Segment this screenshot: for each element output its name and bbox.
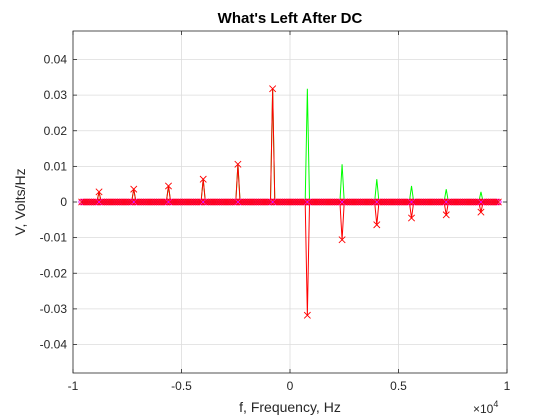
- imaginary-marker: [234, 160, 242, 168]
- imaginary-marker: [91, 198, 99, 206]
- y-axis-label: V, Volts/Hz: [12, 168, 28, 235]
- y-tick-label: -0.04: [40, 338, 68, 352]
- imaginary-marker: [95, 188, 103, 196]
- x-tick-label: -1: [68, 379, 79, 393]
- y-tick-label: 0: [60, 195, 67, 209]
- x-exponent-label: ×104: [473, 399, 498, 416]
- x-exponent-power: 4: [493, 399, 498, 409]
- imaginary-marker: [299, 198, 307, 206]
- imaginary-marker: [403, 198, 411, 206]
- axis-ticks: -1 -0.5 0 0.5 1 -0.04 -0.03 -0.02 -0.01 0 0.01 0.02…: [40, 31, 511, 393]
- y-tick-label: -0.01: [40, 231, 68, 245]
- imaginary-marker: [492, 198, 500, 206]
- imaginary-marker: [160, 198, 168, 206]
- imaginary-marker: [303, 311, 311, 319]
- x-tick-label: 1: [504, 379, 511, 393]
- y-tick-label: 0.02: [44, 124, 68, 138]
- imaginary-marker: [195, 198, 203, 206]
- imaginary-marker: [477, 208, 485, 216]
- y-tick-label: -0.03: [40, 302, 68, 316]
- imaginary-marker: [164, 182, 172, 190]
- imaginary-marker: [230, 198, 238, 206]
- imaginary-marker: [199, 175, 207, 183]
- y-tick-label: -0.02: [40, 266, 68, 280]
- imaginary-marker: [373, 221, 381, 229]
- imaginary-marker: [264, 198, 272, 206]
- imaginary-marker: [442, 211, 450, 219]
- x-exponent-base: ×10: [473, 402, 494, 416]
- imaginary-marker: [334, 198, 342, 206]
- y-tick-label: 0.01: [44, 159, 68, 173]
- imaginary-marker: [338, 236, 346, 244]
- x-tick-label: 0.5: [390, 379, 407, 393]
- imaginary-marker: [125, 198, 133, 206]
- y-tick-label: 0.03: [44, 88, 68, 102]
- imaginary-marker: [269, 85, 277, 93]
- imaginary-marker: [438, 198, 446, 206]
- x-axis-label: f, Frequency, Hz: [239, 399, 341, 415]
- imaginary-marker: [368, 198, 376, 206]
- imaginary-marker: [473, 198, 481, 206]
- chart-title: What's Left After DC: [218, 10, 363, 27]
- data-series: [78, 85, 502, 319]
- imaginary-marker: [130, 185, 138, 193]
- y-tick-label: 0.04: [44, 53, 68, 67]
- x-tick-label: -0.5: [171, 379, 192, 393]
- x-tick-label: 0: [287, 379, 294, 393]
- imaginary-marker: [494, 198, 502, 206]
- imaginary-marker: [408, 214, 416, 222]
